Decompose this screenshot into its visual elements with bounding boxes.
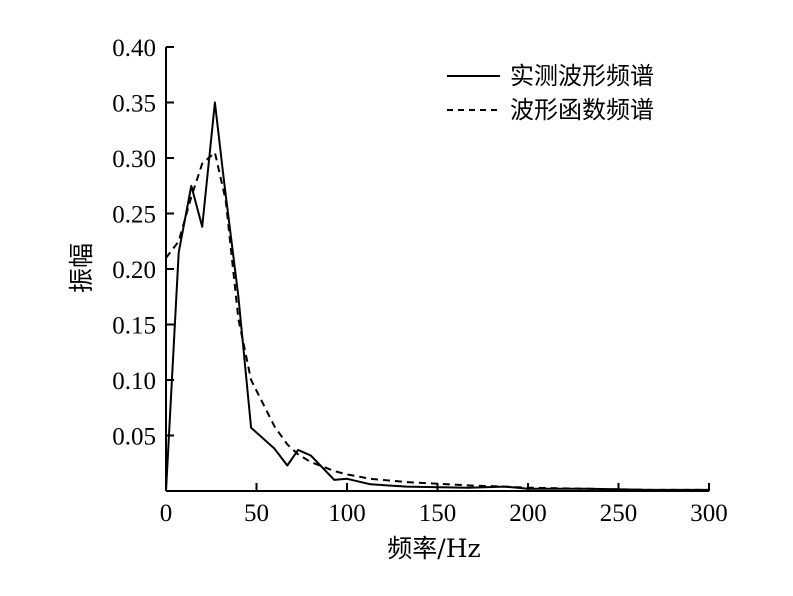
y-tick-label: 0.05 <box>112 424 156 451</box>
y-tick-label: 0.15 <box>112 313 156 340</box>
x-tick-label: 300 <box>690 500 728 527</box>
y-tick-label: 0.40 <box>112 35 156 62</box>
x-tick-label: 150 <box>419 500 457 527</box>
legend-label-model: 波形函数频谱 <box>510 96 654 124</box>
x-axis-title: 频率/Hz <box>387 534 480 563</box>
x-tick-label: 50 <box>244 500 269 527</box>
y-tick-label: 0.30 <box>112 146 156 173</box>
series-layer <box>165 101 709 492</box>
y-tick-label: 0.25 <box>112 202 156 229</box>
x-ticks: 0 50 100 150 200 250 300 <box>160 483 728 527</box>
x-tick-label: 250 <box>600 500 638 527</box>
y-tick-label: 0.35 <box>112 91 156 118</box>
y-tick-label: 0.10 <box>112 368 156 395</box>
y-ticks: 0.05 0.10 0.15 0.20 0.25 0.30 0.35 0.40 <box>112 35 174 451</box>
y-tick-label: 0.20 <box>112 257 156 284</box>
x-tick-label: 100 <box>328 500 366 527</box>
x-tick-label: 200 <box>509 500 547 527</box>
legend-label-measured: 实测波形频谱 <box>510 62 654 90</box>
legend: 实测波形频谱 波形函数频谱 <box>447 62 654 124</box>
x-tick-label: 0 <box>160 500 173 527</box>
y-axis-title: 振幅 <box>67 243 96 293</box>
series-line-measured <box>165 101 709 492</box>
series-line-model <box>165 151 709 491</box>
